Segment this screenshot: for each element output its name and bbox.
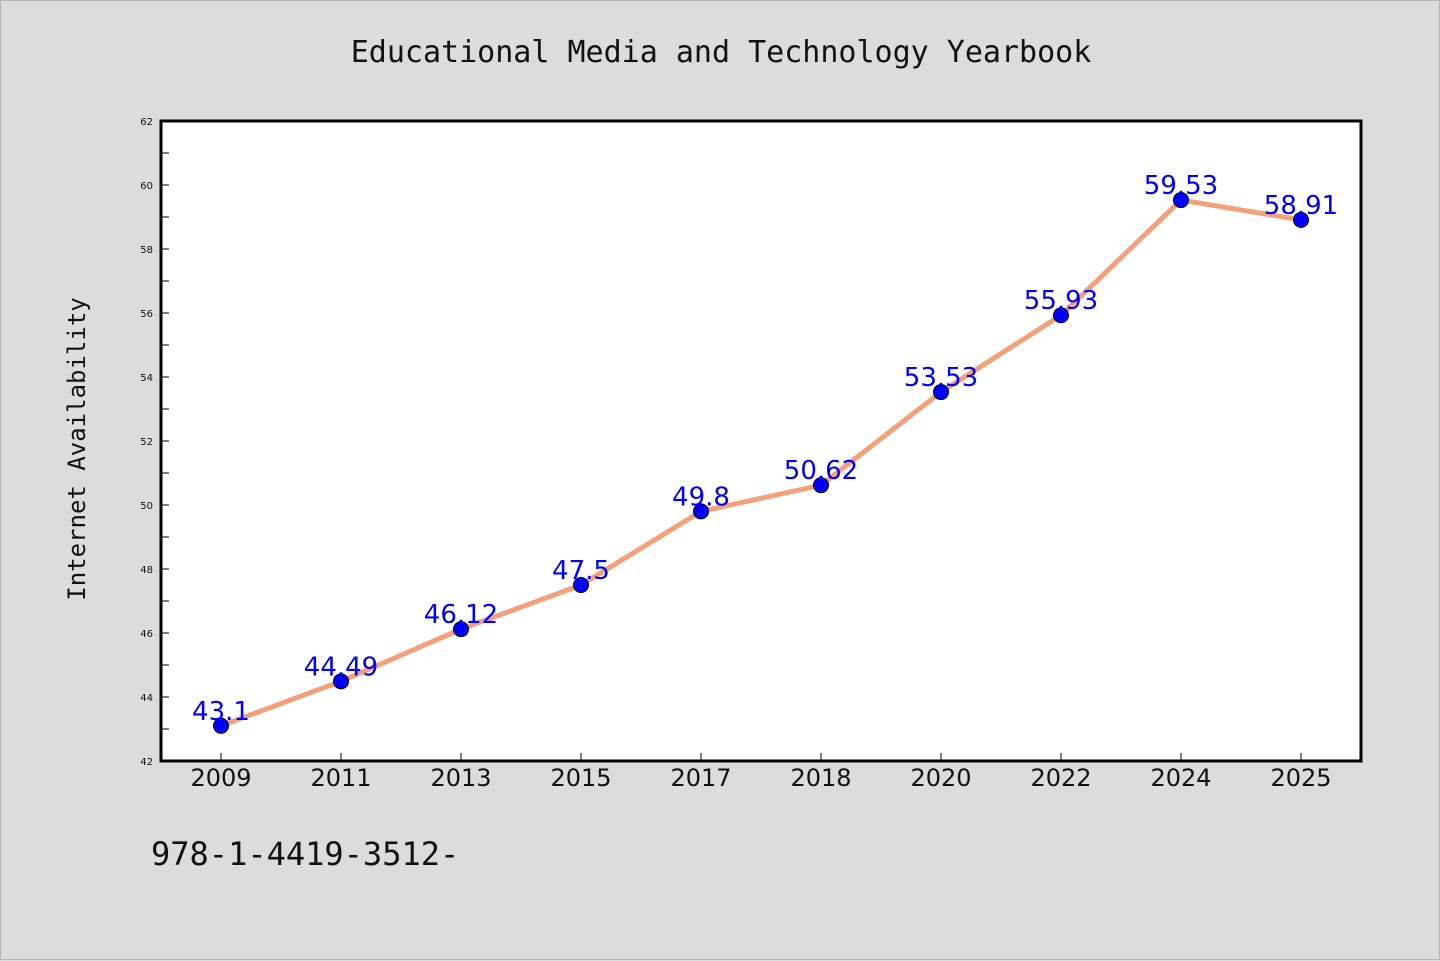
data-point bbox=[1173, 192, 1189, 209]
data-label: 50.62 bbox=[784, 456, 858, 486]
data-label: 43.1 bbox=[192, 697, 250, 727]
data-point bbox=[933, 384, 949, 401]
y-tick-label: 50 bbox=[140, 501, 153, 512]
y-tick-label: 58 bbox=[140, 245, 153, 256]
data-point bbox=[693, 503, 709, 520]
data-label: 47.5 bbox=[552, 556, 610, 586]
y-tick-label: 60 bbox=[140, 181, 153, 192]
x-tick-label: 2018 bbox=[790, 764, 851, 792]
x-tick-label: 2024 bbox=[1150, 764, 1211, 792]
footnote: 978-1-4419-3512- bbox=[151, 835, 460, 873]
data-point bbox=[213, 717, 229, 734]
x-tick-label: 2020 bbox=[910, 764, 971, 792]
x-tick-label: 2015 bbox=[550, 764, 611, 792]
data-point bbox=[573, 577, 589, 593]
data-label: 53.53 bbox=[904, 363, 978, 393]
y-tick-label: 46 bbox=[140, 629, 153, 640]
data-point bbox=[1053, 307, 1069, 324]
x-tick-label: 2009 bbox=[190, 764, 251, 792]
x-tick-label: 2022 bbox=[1030, 764, 1091, 792]
chart-title: Educational Media and Technology Yearboo… bbox=[350, 35, 1092, 70]
data-label: 59.53 bbox=[1144, 171, 1218, 201]
data-point bbox=[453, 621, 469, 638]
plot-area bbox=[161, 121, 1361, 761]
data-label: 44.49 bbox=[304, 652, 378, 682]
y-tick-label: 42 bbox=[140, 757, 153, 768]
plot-border bbox=[159, 119, 1363, 763]
y-tick-label: 44 bbox=[140, 693, 153, 704]
data-label: 58.91 bbox=[1264, 191, 1338, 221]
data-label: 46.12 bbox=[424, 600, 498, 630]
series-line bbox=[218, 197, 1304, 729]
data-label: 49.8 bbox=[672, 482, 730, 512]
y-tick-label: 56 bbox=[140, 309, 153, 320]
x-tick-label: 2013 bbox=[430, 764, 491, 792]
data-point bbox=[333, 673, 349, 690]
y-tick-label: 48 bbox=[140, 565, 153, 576]
y-tick-label: 62 bbox=[140, 117, 153, 128]
y-tick-label: 54 bbox=[140, 373, 153, 384]
data-point bbox=[1293, 211, 1309, 228]
data-point bbox=[813, 477, 829, 494]
x-tick-label: 2011 bbox=[310, 764, 371, 792]
x-tick-label: 2017 bbox=[670, 764, 731, 792]
x-tick-label: 2025 bbox=[1270, 764, 1331, 792]
y-tick-label: 52 bbox=[140, 437, 153, 448]
data-label: 55.93 bbox=[1024, 286, 1098, 316]
